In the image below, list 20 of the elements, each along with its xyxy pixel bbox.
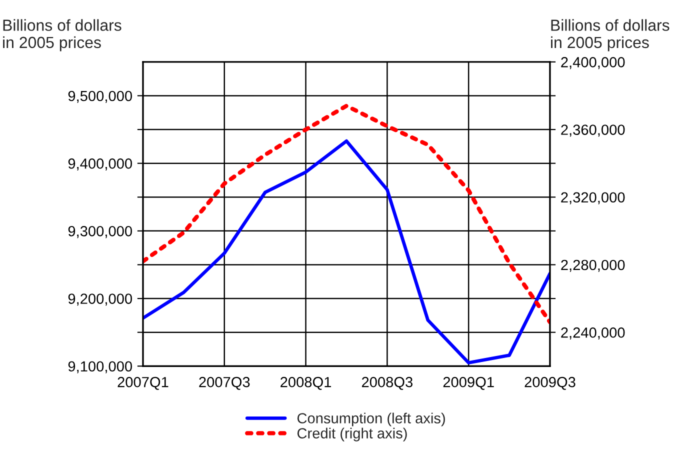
y2-tick-label: 2,400,000 [561, 57, 625, 70]
y-axis-title: Billions of dollars in 2005 prices [3, 19, 122, 52]
y-tick-label: 9,400,000 [68, 158, 132, 170]
x-tick-label: 2009Q3 [524, 376, 576, 390]
x-tick-label: 2007Q3 [199, 376, 250, 390]
y2-axis-title: Billions of dollars in 2005 prices [551, 19, 670, 52]
legend-label: Consumption (left axis) [297, 412, 445, 426]
y2-tick-label: 2,280,000 [561, 260, 625, 272]
y2-tick-label: 2,240,000 [561, 327, 625, 340]
y-tick-label: 9,500,000 [68, 90, 132, 103]
y-tick-label: 9,100,000 [68, 361, 132, 374]
y2-tick-label: 2,360,000 [561, 124, 625, 137]
x-tick-label: 2009Q1 [443, 376, 494, 390]
x-tick-label: 2008Q1 [280, 376, 332, 390]
y-tick-label: 9,200,000 [68, 294, 132, 306]
x-tick-label: 2008Q3 [362, 376, 412, 390]
legend-label: Credit (right axis) [297, 428, 407, 442]
y-tick-label: 9,300,000 [68, 226, 132, 238]
x-tick-label: 2007Q1 [118, 376, 168, 390]
y2-tick-label: 2,320,000 [561, 192, 625, 204]
